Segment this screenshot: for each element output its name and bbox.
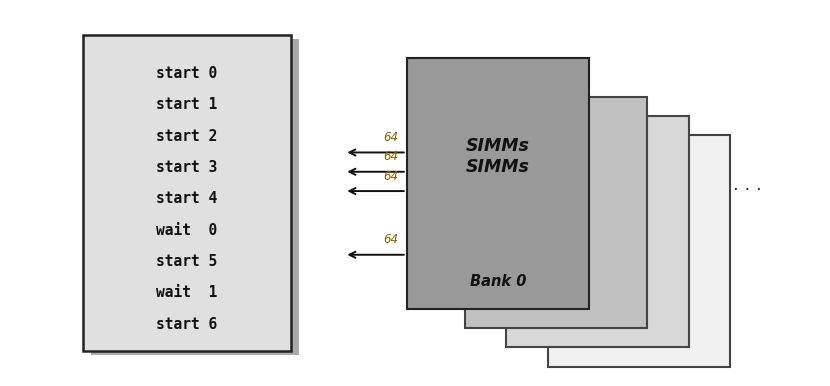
FancyBboxPatch shape — [83, 35, 290, 351]
Text: SIMMs
SIMMs: SIMMs SIMMs — [466, 137, 530, 176]
Text: 64: 64 — [383, 131, 398, 144]
Text: start 0: start 0 — [156, 66, 217, 81]
Text: 64: 64 — [383, 233, 398, 246]
Text: start 1: start 1 — [156, 97, 217, 112]
Text: 64: 64 — [383, 169, 398, 183]
FancyBboxPatch shape — [91, 39, 299, 355]
Text: start 2: start 2 — [156, 129, 217, 144]
FancyBboxPatch shape — [407, 58, 589, 309]
FancyBboxPatch shape — [506, 116, 689, 347]
Text: start 6: start 6 — [156, 317, 217, 332]
Text: Bank 0: Bank 0 — [470, 274, 526, 289]
Text: start 4: start 4 — [156, 191, 217, 206]
Text: 64: 64 — [383, 150, 398, 163]
Text: start 3: start 3 — [156, 160, 217, 175]
Text: . . .: . . . — [733, 176, 761, 194]
Text: wait  0: wait 0 — [156, 223, 217, 238]
FancyBboxPatch shape — [465, 96, 647, 328]
Text: wait  1: wait 1 — [156, 285, 217, 300]
Text: start 5: start 5 — [156, 254, 217, 269]
FancyBboxPatch shape — [548, 135, 730, 367]
